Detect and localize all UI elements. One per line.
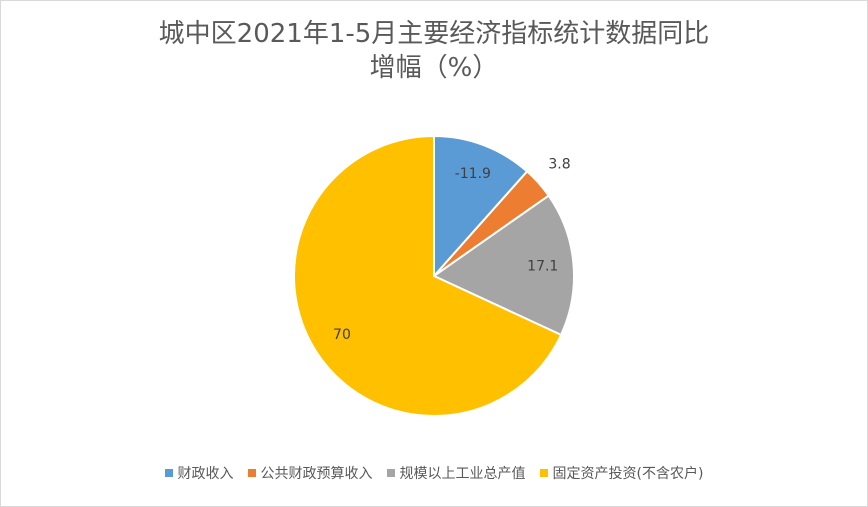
legend-swatch <box>386 469 395 477</box>
legend-item: 固定资产投资(不含农户) <box>539 463 704 483</box>
data-label: 17.1 <box>527 258 558 274</box>
legend-label: 规模以上工业总产值 <box>399 466 526 482</box>
data-label: -11.9 <box>455 166 491 182</box>
legend-swatch <box>247 469 256 477</box>
pie-slice <box>433 134 529 279</box>
legend: 财政收入 公共财政预算收入 规模以上工业总产值 固定资产投资(不含农户) <box>1 463 867 483</box>
legend-item: 财政收入 <box>164 463 234 483</box>
chart-title: 城中区2021年1-5月主要经济指标统计数据同比增幅（%） <box>158 19 710 83</box>
legend-item: 公共财政预算收入 <box>247 463 373 483</box>
data-label: 70 <box>333 327 351 343</box>
data-label: 3.8 <box>548 156 570 172</box>
legend-label: 公共财政预算收入 <box>260 466 373 482</box>
legend-label: 财政收入 <box>177 466 234 482</box>
legend-item: 规模以上工业总产值 <box>386 463 526 483</box>
pie-slice <box>432 194 575 337</box>
legend-swatch <box>164 469 173 477</box>
legend-swatch <box>539 469 548 477</box>
legend-label: 固定资产投资(不含农户) <box>552 466 704 482</box>
pie-slice <box>293 134 563 417</box>
